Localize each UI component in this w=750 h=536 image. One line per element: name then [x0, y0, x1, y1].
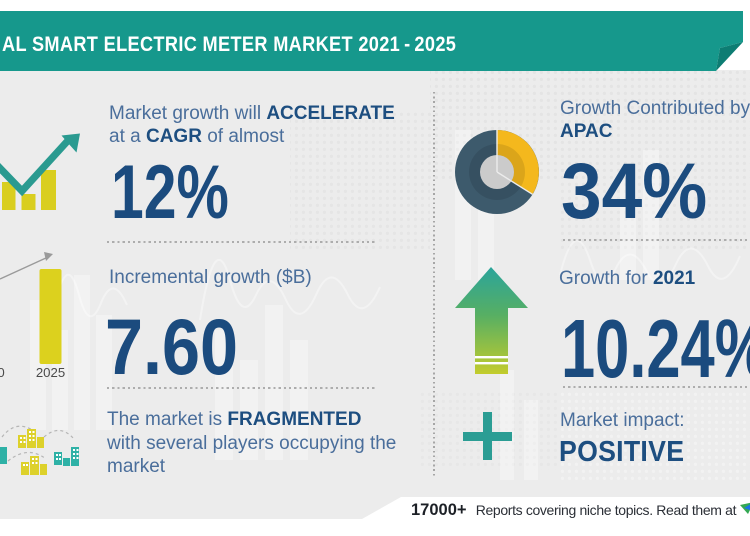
svg-text:0: 0 — [0, 365, 5, 380]
svg-text:2025: 2025 — [36, 365, 65, 380]
